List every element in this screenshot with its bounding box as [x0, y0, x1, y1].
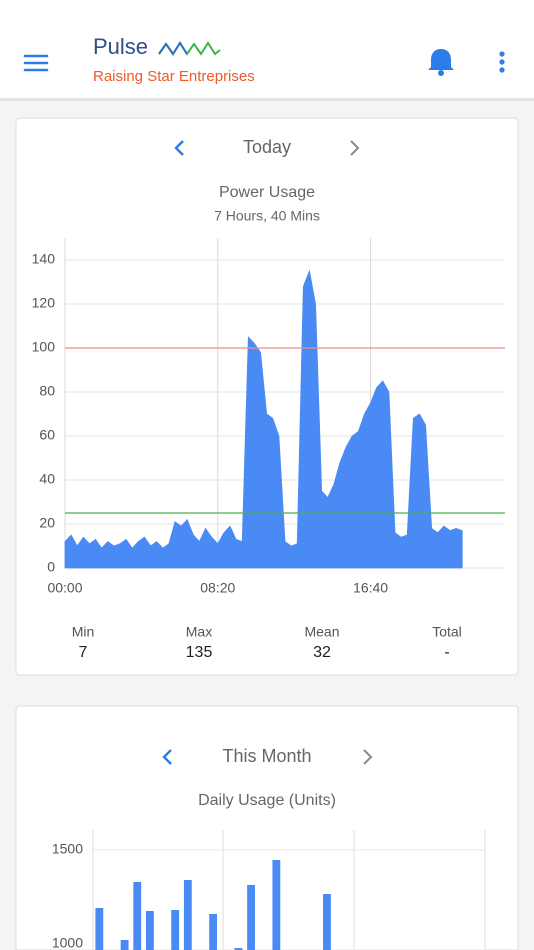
previous-button[interactable] — [162, 749, 172, 765]
app-bar — [0, 0, 534, 98]
stat-label: Mean — [304, 624, 339, 640]
y-tick-label: 0 — [47, 559, 55, 575]
y-tick-label: 1500 — [52, 841, 83, 857]
stat-label: Min — [72, 624, 95, 640]
stat-value: 32 — [313, 644, 331, 661]
previous-button[interactable] — [174, 140, 184, 156]
app-title: Pulse — [93, 34, 148, 59]
period-label: This Month — [222, 746, 311, 766]
bar — [247, 885, 255, 950]
app-subtitle: Raising Star Entreprises — [93, 68, 255, 85]
chart-subtitle: 7 Hours, 40 Mins — [214, 208, 320, 224]
more-button[interactable] — [499, 51, 505, 73]
y-tick-label: 1000 — [52, 935, 83, 950]
y-tick-label: 120 — [32, 295, 56, 311]
y-tick-label: 140 — [32, 251, 56, 267]
next-button[interactable] — [350, 140, 360, 156]
stat-value: 135 — [186, 644, 213, 661]
stat-label: Max — [186, 624, 212, 640]
x-tick-label: 16:40 — [353, 580, 388, 596]
chart-title: Daily Usage (Units) — [198, 792, 336, 809]
bar — [145, 911, 154, 950]
bar — [183, 880, 192, 950]
stat-value: 7 — [79, 644, 88, 661]
period-label: Today — [243, 137, 291, 157]
stat-value: - — [444, 644, 449, 661]
bar — [209, 914, 218, 950]
next-button[interactable] — [363, 749, 373, 765]
y-tick-label: 80 — [39, 383, 55, 399]
logo-wave-blue — [158, 41, 188, 56]
y-tick-label: 60 — [39, 427, 55, 443]
bar — [120, 940, 129, 950]
power-card — [15, 117, 519, 676]
bar — [323, 894, 331, 950]
x-tick-label: 08:20 — [200, 580, 235, 596]
app-bar-shadow — [0, 98, 534, 101]
menu-button[interactable] — [23, 54, 49, 72]
stat-label: Total — [432, 624, 462, 640]
y-tick-label: 40 — [39, 471, 55, 487]
x-tick-label: 00:00 — [47, 580, 82, 596]
monthly-card — [15, 705, 519, 950]
bar — [171, 910, 180, 950]
area — [64, 269, 463, 569]
y-tick-label: 100 — [32, 339, 56, 355]
bar — [133, 882, 142, 950]
notifications-button[interactable] — [428, 49, 454, 76]
bar — [272, 860, 281, 950]
chart-title: Power Usage — [219, 184, 315, 201]
y-tick-label: 20 — [39, 515, 55, 531]
bar — [95, 908, 104, 950]
bar — [234, 948, 243, 950]
